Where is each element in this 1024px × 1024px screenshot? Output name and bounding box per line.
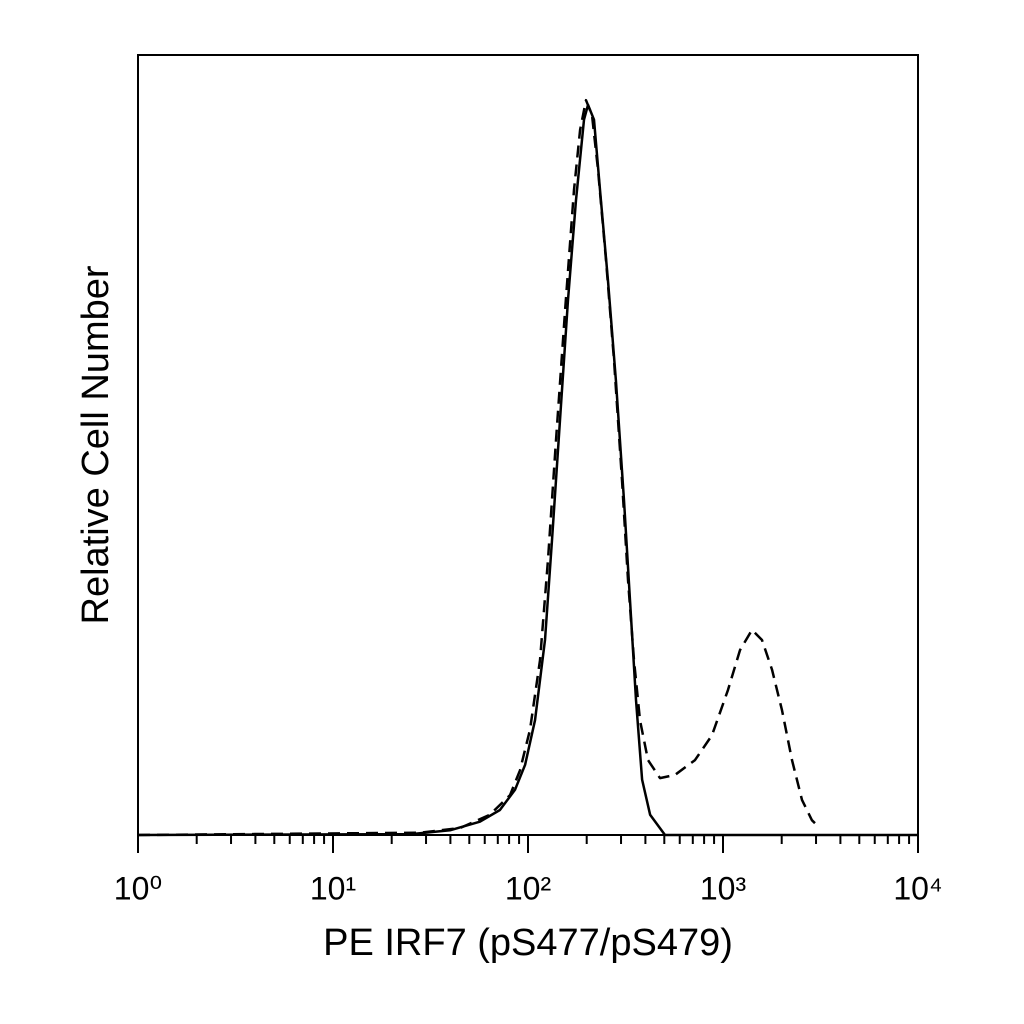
x-axis-label: PE IRF7 (pS477/pS479) [323, 922, 733, 964]
x-tick-label: 10¹ [310, 870, 356, 906]
plot-frame [137, 54, 919, 836]
y-axis-label: Relative Cell Number [75, 265, 117, 624]
x-tick-label: 10³ [700, 870, 747, 906]
x-tick-label: 10⁰ [114, 870, 162, 906]
x-tick-label: 10⁴ [893, 870, 942, 906]
x-tick-label: 10² [505, 870, 552, 906]
histogram-line [137, 98, 821, 837]
histogram-line [137, 103, 918, 837]
